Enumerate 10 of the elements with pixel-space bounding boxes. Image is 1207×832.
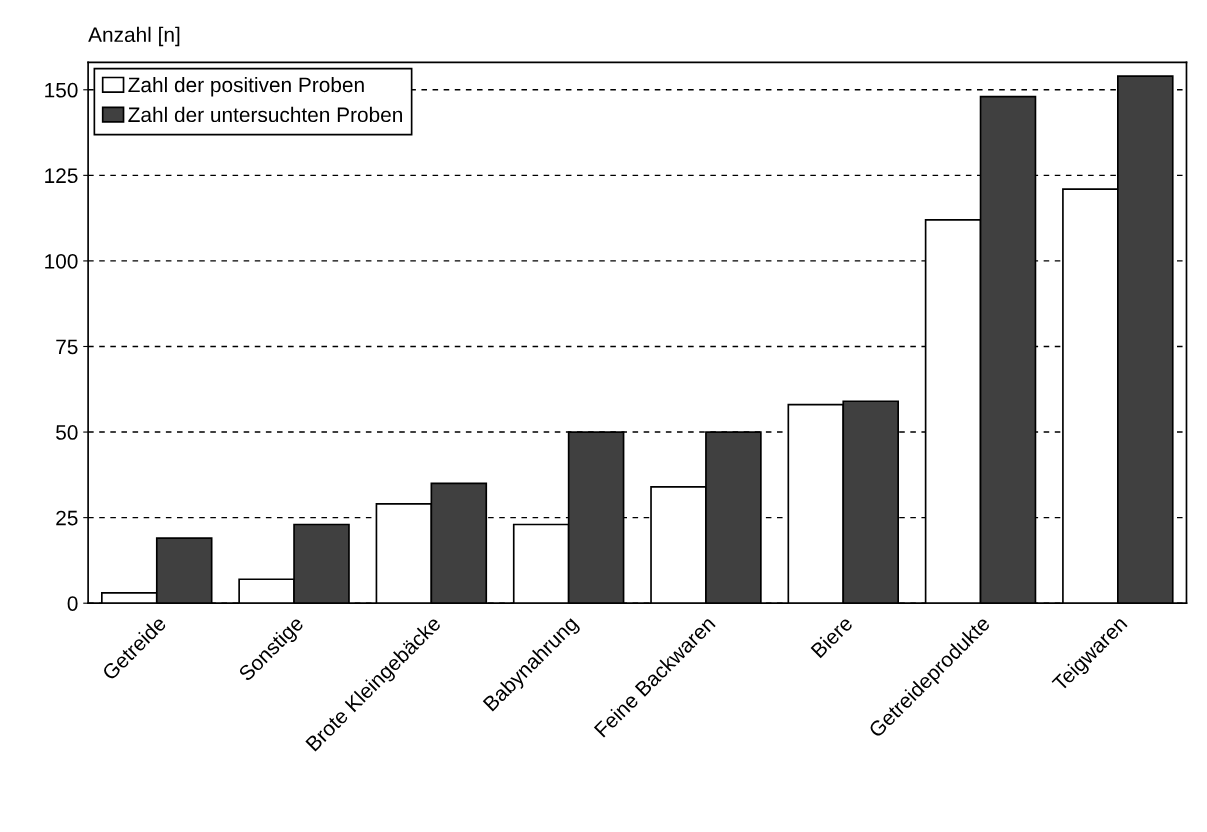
y-tick-label: 150 bbox=[45, 82, 78, 98]
y-tick-label: 50 bbox=[56, 425, 78, 440]
y-tick-label: 100 bbox=[45, 253, 78, 269]
legend-label: Zahl der untersuchten Proben bbox=[128, 106, 402, 123]
y-tick-label: 75 bbox=[56, 339, 78, 355]
y-tick-label: 25 bbox=[56, 510, 78, 526]
y-axis-title: Anzahl [n] bbox=[88, 26, 180, 47]
y-tick-label: 0 bbox=[67, 596, 78, 611]
legend-label: Zahl der positiven Proben bbox=[128, 76, 364, 97]
y-tick-label: 125 bbox=[45, 168, 78, 184]
